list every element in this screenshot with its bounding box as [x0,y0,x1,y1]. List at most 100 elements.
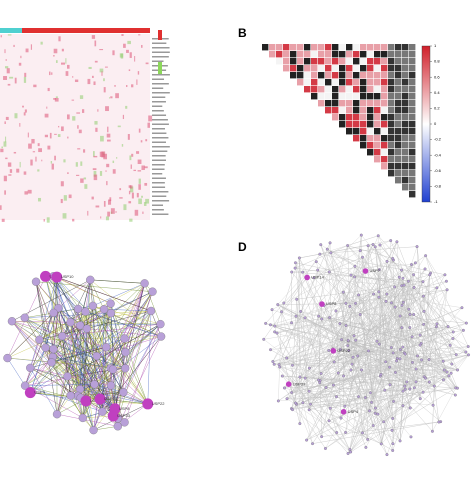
node [333,361,336,364]
node [335,431,338,434]
corr-cell [360,51,366,57]
heat-cell [142,212,143,214]
heat-cell [47,217,50,222]
node [411,361,414,364]
corr-cell [339,65,345,71]
heat-cell [45,135,48,137]
node [67,392,75,400]
node [432,404,435,407]
colorbar-label: -0.8 [434,183,442,188]
node [328,271,331,274]
heat-cell [138,34,140,35]
node [349,451,352,454]
heat-cell [139,129,141,133]
node [320,435,323,438]
corr-cell [325,79,331,85]
corr-cell [388,149,394,155]
node [402,301,405,304]
node [404,385,407,388]
corr-cell [409,191,415,197]
corr-cell [339,114,345,120]
heat-cell [122,144,123,147]
node [291,408,294,411]
row-label [152,97,165,99]
corr-cell [402,128,408,134]
corr-cell [339,44,345,50]
heat-cell [92,35,95,39]
node [419,397,422,400]
heat-cell [19,123,20,127]
corr-cell [346,114,352,120]
corr-cell [388,142,394,148]
hub-node [286,381,292,387]
node [350,274,353,277]
heat-cell [97,109,98,111]
corr-cell [402,177,408,183]
heat-cell [123,44,126,48]
heat-cell [110,96,112,98]
hub-node [363,268,369,274]
corr-cell [276,44,282,50]
corr-cell [395,44,401,50]
heat-cell [100,136,104,142]
corr-cell [360,128,366,134]
corr-cell [290,44,296,50]
corr-cell [388,156,394,162]
node [386,453,389,456]
node [431,430,434,433]
node [304,377,307,380]
corr-cell [297,72,303,78]
node [412,313,415,316]
node [435,325,438,328]
node [332,384,335,387]
heat-cell [56,96,58,98]
corr-cell [409,51,415,57]
heat-cell [96,206,100,208]
node [377,413,380,416]
node [329,407,332,410]
heat-cell [45,114,49,118]
node-label: USP7 [369,268,380,273]
corr-cell [353,44,359,50]
corr-cell [367,51,373,57]
heat-cell [128,201,131,203]
corr-cell [374,128,380,134]
node [90,380,98,388]
corr-cell [297,58,303,64]
corr-cell [367,72,373,78]
corr-cell [374,51,380,57]
heat-cell [129,155,131,160]
corr-cell [402,51,408,57]
node [121,335,129,343]
corr-cell [409,93,415,99]
corr-cell [395,156,401,162]
node [273,363,276,366]
heat-cell [84,184,87,189]
corr-cell [353,86,359,92]
node [290,271,293,274]
corr-cell [311,86,317,92]
node [442,379,445,382]
heat-cell [105,67,108,68]
corr-cell [409,135,415,141]
corr-cell [388,100,394,106]
corr-cell [388,135,394,141]
corr-cell [381,51,387,57]
heat-cell [114,85,116,86]
heatmap-panel [0,28,170,223]
corr-cell [332,58,338,64]
node [428,274,431,277]
heat-cell [94,121,97,125]
heat-cell [107,140,111,142]
heat-cell [15,78,17,84]
corr-cell [374,135,380,141]
heat-cell [141,165,144,170]
node [342,291,345,294]
corr-cell [332,93,338,99]
node [295,298,298,301]
corr-cell [409,44,415,50]
corr-cell [339,51,345,57]
group-bar [0,28,22,33]
node [89,302,97,310]
node [391,449,394,452]
